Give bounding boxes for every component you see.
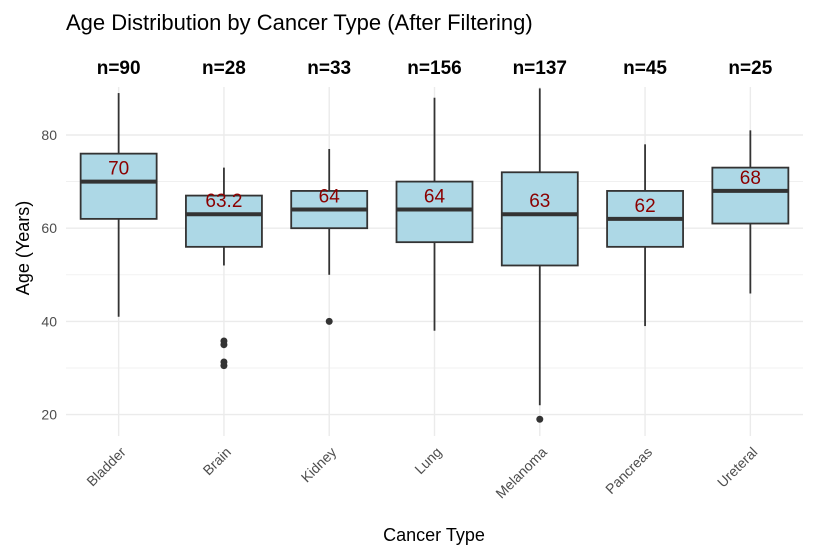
x-axis-ticks: Bladder Brain Kidney Lung Melanoma Pancreas Ur… (83, 444, 760, 502)
boxes: 70 63.2 64 64 63 62 68 (79, 88, 790, 423)
y-tick-label: 60 (41, 220, 57, 236)
x-tick-label: Kidney (298, 444, 340, 486)
x-tick-label: Brain (200, 444, 234, 478)
box-group-pancreas: 62 (606, 144, 684, 327)
n-count-label: n=33 (307, 58, 351, 79)
n-count-label: n=90 (97, 58, 141, 79)
box (395, 180, 474, 244)
n-count-label: n=28 (202, 58, 246, 79)
outlier-point (536, 415, 544, 423)
box (500, 171, 579, 267)
n-count-label: n=137 (513, 58, 567, 79)
x-tick-label: Pancreas (602, 444, 655, 497)
outlier-point (220, 337, 228, 345)
box-group-brain: 63.2 (185, 167, 263, 370)
y-axis-ticks: 20 40 60 80 (41, 127, 57, 423)
median-label: 68 (740, 168, 761, 189)
x-tick-label: Lung (411, 444, 444, 477)
median-label: 63 (529, 191, 550, 212)
outlier-point (325, 317, 333, 325)
x-tick-label: Ureteral (714, 444, 761, 491)
box-group-melanoma: 63 (500, 88, 579, 423)
median-label: 63.2 (205, 191, 242, 212)
box-group-kidney: 64 (290, 148, 369, 325)
x-tick-label: Melanoma (492, 444, 550, 502)
x-axis-title: Cancer Type (383, 525, 485, 545)
y-tick-label: 80 (41, 127, 57, 143)
median-label: 64 (424, 187, 446, 208)
median-label: 70 (108, 159, 129, 180)
box-group-bladder: 70 (79, 93, 158, 317)
box-group-ureteral: 68 (711, 130, 790, 294)
n-labels: n=90 n=28 n=33 n=156 n=137 n=45 n=25 (97, 58, 773, 79)
n-count-label: n=156 (407, 58, 461, 79)
median-label: 64 (319, 187, 341, 208)
y-axis-title: Age (Years) (13, 201, 33, 295)
box-group-lung: 64 (395, 97, 474, 331)
n-count-label: n=25 (728, 58, 772, 79)
box (185, 194, 263, 248)
n-count-label: n=45 (623, 58, 667, 79)
y-tick-label: 40 (41, 313, 57, 329)
y-tick-label: 20 (41, 407, 57, 423)
x-tick-label: Bladder (83, 444, 129, 490)
outlier-point (220, 358, 228, 366)
median-label: 62 (635, 196, 656, 217)
box (711, 166, 790, 225)
box (79, 152, 158, 220)
chart-title: Age Distribution by Cancer Type (After F… (66, 10, 533, 35)
